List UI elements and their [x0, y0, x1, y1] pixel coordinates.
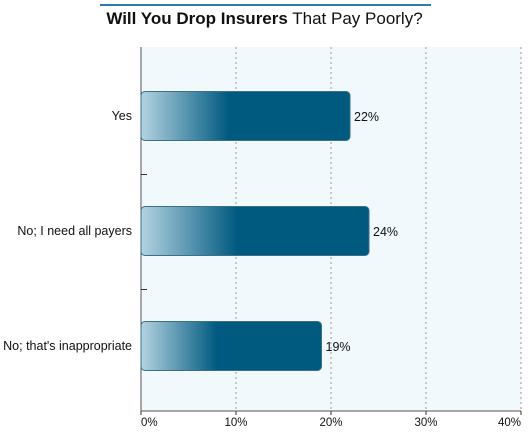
bars: [140, 91, 370, 371]
category-label: No; I need all payers: [17, 224, 132, 238]
bar: [140, 321, 322, 371]
bar-value-label: 19%: [326, 340, 351, 354]
category-label: No; that's inappropriate: [3, 339, 132, 353]
x-tick-label: 30%: [414, 417, 437, 429]
chart-title-rest: That Pay Poorly?: [292, 9, 423, 28]
chart-title: Will You Drop Insurers That Pay Poorly?: [0, 9, 529, 29]
bar: [140, 91, 351, 141]
x-tick-label: 40%: [498, 417, 521, 429]
category-label: Yes: [112, 109, 132, 123]
x-tick-label: 0%: [141, 417, 158, 429]
bar-value-label: 22%: [354, 110, 379, 124]
x-tick-label: 10%: [224, 417, 247, 429]
chart-title-bold: Will You Drop Insurers: [106, 9, 288, 28]
labels: 0% 10% 20% 30% 40% 22% Yes 24% No; I need all pa…: [3, 109, 521, 429]
x-tick-label: 20%: [319, 417, 342, 429]
bar: [140, 206, 370, 256]
title-rule: [100, 4, 431, 6]
bar-value-label: 24%: [373, 225, 398, 239]
